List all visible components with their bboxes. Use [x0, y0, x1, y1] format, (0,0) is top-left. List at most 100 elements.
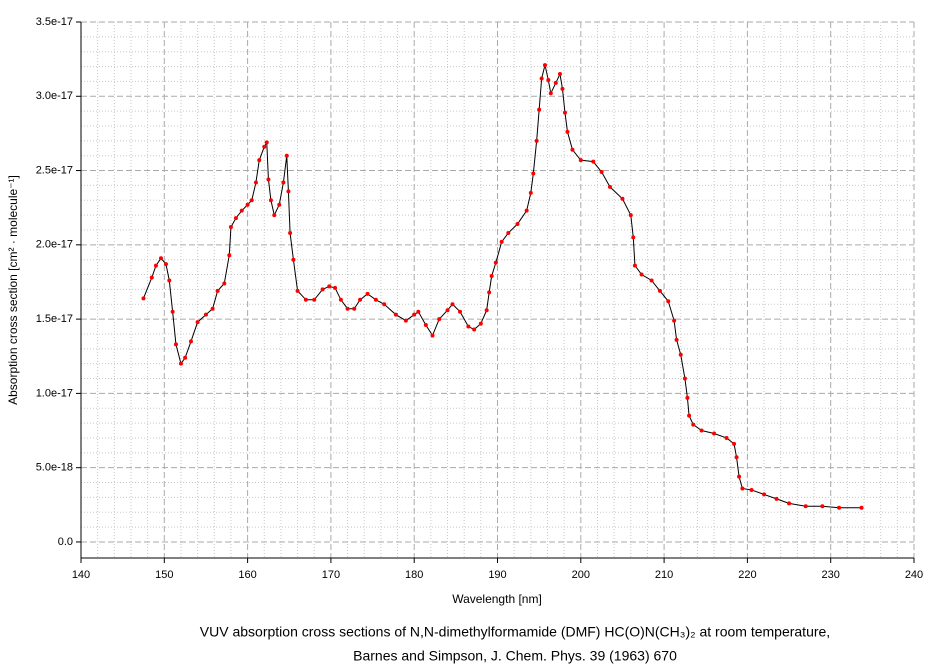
data-point	[412, 312, 417, 317]
data-point	[203, 312, 208, 317]
data-point	[215, 288, 220, 293]
data-point	[557, 71, 562, 76]
data-point	[484, 308, 489, 313]
data-point	[506, 230, 511, 235]
data-point	[249, 198, 254, 203]
data-point	[188, 339, 193, 344]
y-axis-label: Absorption cross section [cm² · molecule…	[6, 175, 20, 405]
data-point	[732, 441, 737, 446]
data-point	[542, 63, 547, 68]
data-line	[143, 64, 862, 509]
data-point	[657, 288, 662, 293]
data-point	[632, 263, 637, 268]
data-point	[437, 317, 442, 322]
data-point	[245, 202, 250, 207]
data-point	[628, 213, 633, 218]
data-point	[141, 296, 146, 301]
x-tick-label: 190	[488, 569, 506, 581]
data-point	[183, 355, 188, 360]
data-point	[649, 278, 654, 283]
data-point	[591, 159, 596, 164]
data-point	[631, 235, 636, 240]
data-point	[803, 504, 808, 509]
data-point	[222, 281, 227, 286]
data-point	[565, 129, 570, 134]
data-point	[288, 230, 293, 235]
data-point	[734, 455, 739, 460]
data-point	[687, 413, 692, 418]
x-tick-label: 230	[822, 569, 840, 581]
data-point	[291, 257, 296, 262]
y-tick-label: 2.5e-17	[36, 164, 73, 176]
data-point	[639, 272, 644, 277]
data-point	[820, 504, 825, 509]
y-tick-label: 1.5e-17	[36, 313, 73, 325]
data-point	[570, 147, 575, 152]
x-tick-label: 180	[405, 569, 423, 581]
data-point	[607, 184, 612, 189]
caption: VUV absorption cross sections of N,N-dim…	[200, 624, 830, 640]
data-point	[672, 318, 677, 323]
data-point	[338, 297, 343, 302]
data-point	[430, 333, 435, 338]
x-tick-label: 150	[155, 569, 173, 581]
data-point	[373, 297, 378, 302]
data-point	[666, 299, 671, 304]
data-point	[266, 177, 271, 182]
data-point	[524, 208, 529, 213]
data-point	[170, 309, 175, 314]
data-point	[724, 435, 729, 440]
caption: Barnes and Simpson, J. Chem. Phys. 39 (1…	[353, 648, 677, 664]
data-point	[560, 86, 565, 91]
data-point	[466, 324, 471, 329]
data-point	[327, 284, 332, 289]
y-tick-label: 3.0e-17	[36, 90, 73, 102]
data-point	[295, 288, 300, 293]
data-point	[277, 202, 282, 207]
data-point	[345, 306, 350, 311]
data-point	[393, 312, 398, 317]
data-point	[233, 216, 238, 221]
data-point	[352, 306, 357, 311]
data-point	[749, 487, 754, 492]
data-point	[699, 428, 704, 433]
data-point	[284, 153, 289, 158]
data-point	[262, 144, 267, 149]
data-point	[515, 222, 520, 227]
data-point	[445, 308, 450, 313]
data-point	[534, 138, 539, 143]
y-tick-label: 3.5e-17	[36, 16, 73, 28]
data-point	[210, 306, 215, 311]
data-point	[787, 501, 792, 506]
data-point	[239, 208, 244, 213]
data-point	[599, 170, 604, 175]
data-point	[837, 505, 842, 510]
data-point	[153, 263, 158, 268]
data-point	[173, 342, 178, 347]
data-point	[149, 275, 154, 280]
data-point	[620, 196, 625, 201]
data-point	[382, 302, 387, 307]
data-point	[472, 327, 477, 332]
data-point	[478, 321, 483, 326]
data-point	[227, 253, 232, 258]
data-point	[674, 337, 679, 342]
data-point	[281, 180, 286, 185]
data-point	[228, 225, 233, 230]
y-tick-label: 1.0e-17	[36, 387, 73, 399]
data-point	[539, 76, 544, 81]
data-point	[499, 239, 504, 244]
data-point	[682, 376, 687, 381]
x-tick-label: 220	[738, 569, 756, 581]
x-tick-label: 140	[72, 569, 90, 581]
data-point	[264, 140, 269, 145]
data-point	[562, 110, 567, 115]
x-tick-label: 200	[572, 569, 590, 581]
data-point	[553, 80, 558, 85]
data-point	[528, 190, 533, 195]
data-point	[272, 213, 277, 218]
data-point	[578, 158, 583, 163]
data-point	[312, 297, 317, 302]
data-point	[286, 189, 291, 194]
data-point	[458, 309, 463, 314]
